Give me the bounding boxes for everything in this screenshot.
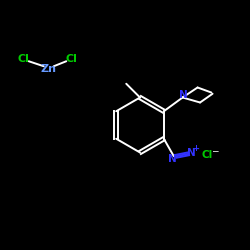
Text: +: + — [192, 144, 199, 153]
Text: N: N — [168, 154, 177, 164]
Text: Cl: Cl — [202, 150, 213, 160]
Text: Cl: Cl — [18, 54, 30, 64]
Text: N: N — [180, 90, 188, 101]
Text: N: N — [187, 148, 196, 158]
Text: Zn: Zn — [41, 64, 57, 74]
Text: −: − — [211, 146, 219, 155]
Text: Cl: Cl — [65, 54, 77, 64]
